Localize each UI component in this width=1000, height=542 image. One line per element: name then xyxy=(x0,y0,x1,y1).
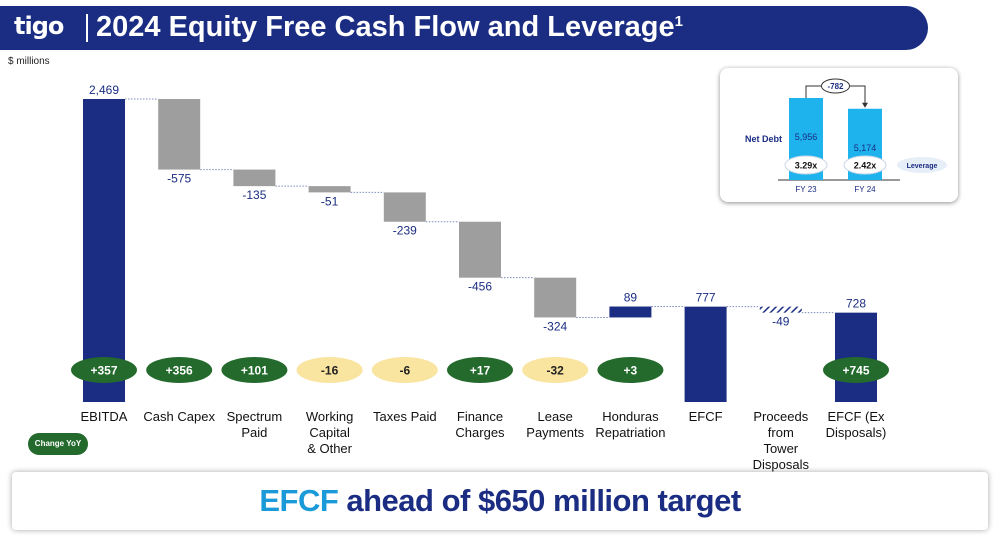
value-label-8: 89 xyxy=(624,291,638,305)
category-label-2-1: Cash Capex xyxy=(143,409,215,424)
change-yoy-key: Change YoY xyxy=(28,433,88,455)
leverage-label: Leverage xyxy=(907,163,938,170)
change-pill-label-2: +356 xyxy=(166,364,193,378)
net-debt-label: Net Debt xyxy=(745,134,782,144)
change-pill-label-7: -32 xyxy=(547,364,565,378)
net-debt-change: -782 xyxy=(827,82,844,91)
category-label-3-2: Paid xyxy=(241,425,267,440)
value-label-1: 2,469 xyxy=(89,83,119,97)
bar-8 xyxy=(609,306,652,318)
category-label-10-3: Tower xyxy=(763,441,798,456)
category-label-8-1: Honduras xyxy=(602,409,659,424)
leverage-value-1: 3.29x xyxy=(795,161,818,171)
change-pill-8 xyxy=(597,357,664,383)
leverage-pill-2 xyxy=(843,155,887,175)
bar-10 xyxy=(759,306,802,313)
change-pill-2 xyxy=(146,357,213,383)
value-label-2: -575 xyxy=(167,172,191,186)
category-label-10-2: from xyxy=(768,425,794,440)
category-label-4-3: & Other xyxy=(307,441,352,456)
bar-4 xyxy=(308,186,351,193)
bar-9 xyxy=(684,306,727,402)
change-pill-6 xyxy=(447,357,513,383)
net-debt-change-pill xyxy=(821,78,850,94)
title-footnote: 1 xyxy=(674,13,683,30)
category-label-7-2: Payments xyxy=(526,425,584,440)
category-label-3-1: Spectrum xyxy=(227,409,283,424)
leverage-label-pill xyxy=(897,157,947,173)
net-debt-panel: Net Debt 5,956 3.29x FY 23 5,174 2.42x FY 24 Le… xyxy=(720,68,958,202)
value-label-9: 777 xyxy=(696,291,716,305)
change-pill-7 xyxy=(522,357,589,383)
category-label-9-1: EFCF xyxy=(689,409,723,424)
bar-7 xyxy=(534,277,577,318)
leverage-value-2: 2.42x xyxy=(854,161,877,171)
category-label-11-2: Disposals) xyxy=(826,425,887,440)
units-label: $ millions xyxy=(8,56,50,67)
banner-text: ahead of $650 million target xyxy=(338,483,741,518)
category-label-4-1: Working xyxy=(306,409,353,424)
banner-highlight: EFCF xyxy=(259,483,339,518)
change-pill-label-11: +745 xyxy=(842,364,869,378)
change-pill-3 xyxy=(221,357,288,383)
inset-category-1: FY 23 xyxy=(795,185,817,194)
value-label-6: -456 xyxy=(468,280,492,294)
net-debt-chart: Net Debt 5,956 3.29x FY 23 5,174 2.42x FY 24 Le… xyxy=(745,78,947,194)
category-label-6-2: Charges xyxy=(455,425,505,440)
change-pill-label-3: +101 xyxy=(241,364,268,378)
bar-6 xyxy=(459,221,501,278)
category-label-7-1: Lease xyxy=(537,409,572,424)
page-title: 2024 Equity Free Cash Flow and Leverage1 xyxy=(96,11,683,44)
target-banner: EFCF ahead of $650 million target xyxy=(12,472,988,530)
category-label-6-1: Finance xyxy=(457,409,503,424)
category-label-5-1: Taxes Paid xyxy=(373,409,437,424)
value-label-3: -135 xyxy=(242,188,266,202)
page-title-text: 2024 Equity Free Cash Flow and Leverage xyxy=(96,11,675,43)
bar-2 xyxy=(158,99,201,170)
category-label-1-1: EBITDA xyxy=(81,409,128,424)
header-divider xyxy=(86,14,88,42)
tigo-logo: tigo xyxy=(14,12,64,40)
net-debt-value-2: 5,174 xyxy=(854,143,877,153)
value-label-10: -49 xyxy=(772,315,790,329)
bar-1 xyxy=(83,99,125,402)
value-label-5: -239 xyxy=(393,224,417,238)
inset-category-2: FY 24 xyxy=(854,185,876,194)
bar-5 xyxy=(383,192,426,222)
change-pill-label-8: +3 xyxy=(624,364,638,378)
change-arrowhead xyxy=(862,102,868,108)
change-pill-label-5: -6 xyxy=(399,364,410,378)
value-label-4: -51 xyxy=(321,194,339,208)
category-label-4-2: Capital xyxy=(309,425,350,440)
value-label-7: -324 xyxy=(543,319,567,333)
change-pill-label-6: +17 xyxy=(470,364,491,378)
category-label-10-1: Proceeds xyxy=(753,409,808,424)
category-label-10-4: Disposals xyxy=(753,457,810,472)
change-pill-label-1: +357 xyxy=(90,364,117,378)
change-pill-11 xyxy=(823,357,889,383)
change-pill-4 xyxy=(296,357,363,383)
change-pill-1 xyxy=(71,357,137,383)
value-label-11: 728 xyxy=(846,297,866,311)
net-debt-value-1: 5,956 xyxy=(795,132,818,142)
header-bar: tigo 2024 Equity Free Cash Flow and Leve… xyxy=(0,6,928,50)
leverage-pill-1 xyxy=(784,155,828,175)
change-pill-5 xyxy=(371,357,438,383)
bar-3 xyxy=(233,169,276,187)
change-pill-label-4: -16 xyxy=(321,364,339,378)
category-label-11-1: EFCF (Ex xyxy=(827,409,885,424)
category-label-8-2: Repatriation xyxy=(595,425,665,440)
